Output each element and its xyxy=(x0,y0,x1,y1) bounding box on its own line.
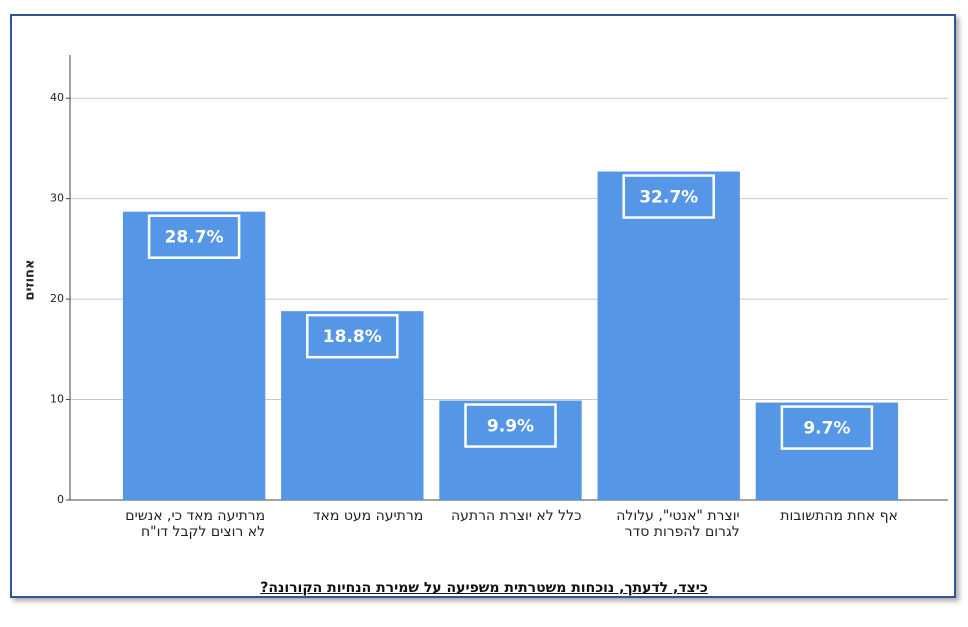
bar xyxy=(122,211,266,500)
value-label-box xyxy=(464,403,557,448)
bar xyxy=(439,400,582,500)
value-label: 32.7% xyxy=(639,188,698,208)
y-tick-label: 20 xyxy=(50,292,64,305)
value-label-box xyxy=(622,174,715,219)
bar xyxy=(755,402,899,500)
x-tick-label: מרתיעה מעט מאד xyxy=(312,508,424,524)
value-label-box xyxy=(780,405,874,450)
value-label-box xyxy=(147,214,241,259)
x-tick-label: יוצרת "אנטי", עלולה לגרום להפרות סדר xyxy=(616,508,740,540)
value-label: 9.9% xyxy=(487,417,534,437)
bar xyxy=(281,311,424,500)
x-tick-label: מרתיעה מאד כי, אנשים לא רוצים לקבל דו"ח xyxy=(125,508,266,540)
y-tick-label: 10 xyxy=(50,393,64,406)
y-tick-label: 0 xyxy=(57,493,64,506)
x-axis-title: כיצד, לדעתך, נוכחות משטרתית משפיעה על שמ… xyxy=(260,580,708,596)
value-label-box xyxy=(306,313,399,359)
y-axis-title: אחוזים xyxy=(23,260,38,301)
value-label: 18.8% xyxy=(323,327,382,347)
value-label: 9.7% xyxy=(803,419,850,439)
y-tick-label: 40 xyxy=(50,91,64,104)
bar xyxy=(597,171,740,501)
x-tick-label: אף אחת מהתשובות xyxy=(780,508,898,524)
value-label: 28.7% xyxy=(165,228,224,248)
y-tick-label: 30 xyxy=(50,192,64,205)
x-tick-label: כלל לא יוצרת הרתעה xyxy=(451,508,582,524)
